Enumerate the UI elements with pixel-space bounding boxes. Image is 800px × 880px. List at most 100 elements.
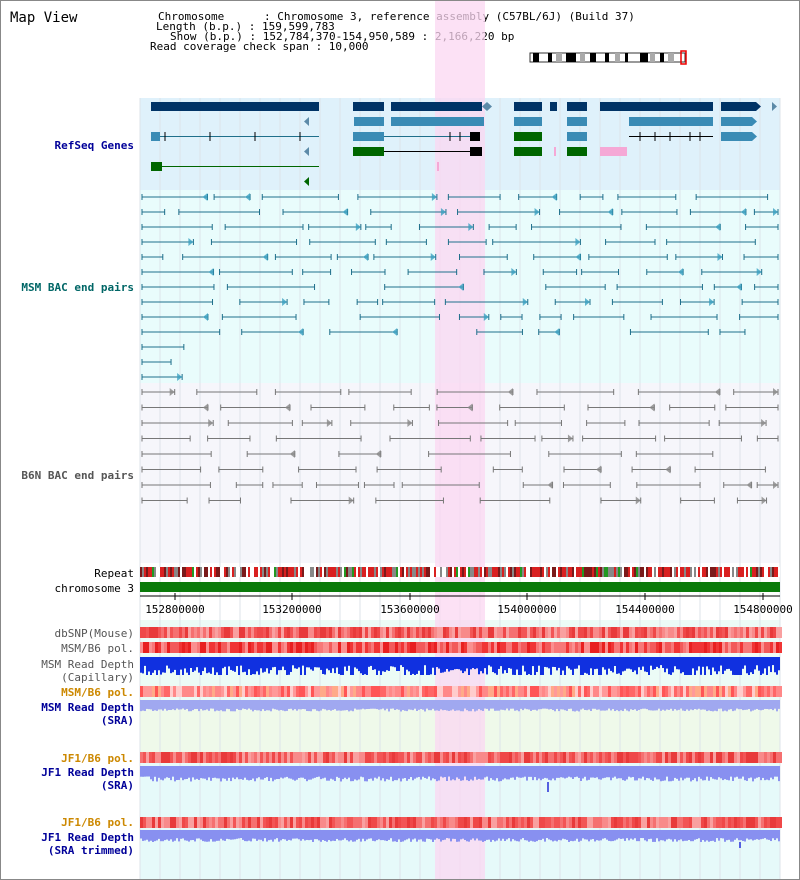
depth-bar [352,657,354,675]
depth-bar [292,830,294,839]
track-label-msm-depth-cap[interactable]: MSM Read Depth [41,658,134,671]
repeat-mark [620,567,622,577]
heat-strip-cell [224,642,227,653]
track-label-msm-pol-1[interactable]: MSM/B6 pol. [61,642,134,655]
depth-bar [204,700,206,711]
depth-bar [518,766,520,778]
depth-bar [370,830,372,839]
depth-bar [338,657,340,674]
track-label-repeat[interactable]: Repeat [94,567,134,580]
depth-bar [512,766,514,778]
heat-strip-cell [674,642,677,653]
heat-strip-cell [158,817,161,828]
heat-strip-cell [209,686,212,697]
heat-strip-cell [764,642,767,653]
depth-bar [342,700,344,711]
repeat-mark [600,567,602,577]
depth-bar [444,657,446,672]
track-label-jf1-pol-1[interactable]: JF1/B6 pol. [61,752,134,765]
heat-strip-cell [503,642,506,653]
track-label-b6n-bac[interactable]: B6N BAC end pairs [21,469,134,482]
depth-bar [592,830,594,840]
repeat-mark [210,567,212,577]
depth-bar [668,700,670,710]
repeat-mark [608,567,610,577]
depth-bar [522,766,524,778]
heat-strip-cell [482,686,485,697]
depth-bar [724,700,726,711]
repeat-mark [740,567,742,577]
depth-bar [638,830,640,842]
depth-bar [450,657,452,671]
heat-strip-cell [698,642,701,653]
depth-bar [538,830,540,840]
heat-strip-cell [425,642,428,653]
heat-strip-cell [758,817,761,828]
repeat-mark [388,567,390,577]
heat-strip-cell [683,642,686,653]
depth-bar [774,700,776,709]
track-label-jf1-pol-2[interactable]: JF1/B6 pol. [61,816,134,829]
track-label-msm-bac[interactable]: MSM BAC end pairs [21,281,134,294]
heat-strip-cell [710,686,713,697]
depth-bar [422,830,424,842]
heat-strip-cell [278,752,281,763]
depth-bar [630,657,632,670]
depth-bar [166,700,168,711]
track-label-jf1-depth-sra[interactable]: JF1 Read Depth [41,766,134,779]
depth-bar [236,766,238,778]
depth-bar [766,830,768,840]
depth-bar [168,830,170,841]
heat-strip-cell [176,686,179,697]
track-label-refseq[interactable]: RefSeq Genes [54,139,134,152]
depth-bar [472,830,474,839]
repeat-mark [548,567,550,577]
depth-bar [774,657,776,673]
depth-bar [732,700,734,712]
heat-strip-cell [656,627,659,638]
track-label-msm-pol-2[interactable]: MSM/B6 pol. [61,686,134,699]
depth-bar [472,657,474,669]
depth-bar [174,700,176,711]
heat-strip-cell [626,686,629,697]
repeat-mark [638,567,640,577]
depth-bar [378,830,380,840]
depth-bar [456,766,458,778]
heat-strip-cell [311,686,314,697]
heat-strip-cell [608,686,611,697]
depth-bar [246,700,248,710]
depth-bar [374,766,376,778]
track-label-dbsnp[interactable]: dbSNP(Mouse) [54,627,134,640]
track-label-jf1-depth-trim[interactable]: JF1 Read Depth [41,831,134,844]
depth-bar [196,766,198,779]
repeat-mark [706,567,708,577]
heat-strip-cell [314,817,317,828]
track-label-msm-depth-sra[interactable]: MSM Read Depth [41,701,134,714]
heat-strip-cell [242,686,245,697]
heat-strip-cell [473,642,476,653]
depth-bar [338,766,340,778]
depth-bar [414,830,416,839]
axis-tick-label: 153600000 [380,603,440,616]
depth-bar [334,766,336,782]
depth-bar [340,830,342,841]
heat-strip-cell [617,817,620,828]
track-label-chromosome[interactable]: chromosome 3 [54,582,134,595]
heat-strip-cell [668,817,671,828]
depth-bar [346,657,348,671]
heat-strip-cell [647,642,650,653]
depth-bar [744,700,746,710]
heat-strip-cell [347,627,350,638]
depth-bar [478,766,480,779]
depth-bar [478,657,480,675]
repeat-mark [674,567,676,577]
depth-bar [544,657,546,667]
depth-bar [520,657,522,675]
depth-bar [460,830,462,840]
depth-bar [228,830,230,840]
depth-bar [648,700,650,711]
heat-strip-cell [512,817,515,828]
depth-bar [626,766,628,780]
heat-strip-cell [248,752,251,763]
